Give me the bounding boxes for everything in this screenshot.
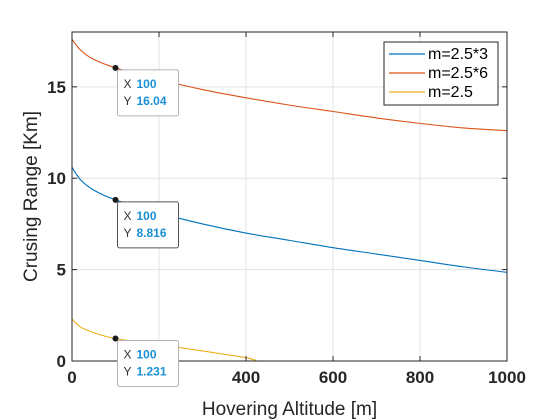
datatip-x-value: 100 xyxy=(137,348,157,362)
datatip-marker xyxy=(112,64,119,71)
legend-label: m=2.5*3 xyxy=(428,46,488,63)
x-axis-title: Hovering Altitude [m] xyxy=(202,399,377,420)
legend-item[interactable]: m=2.5*3 xyxy=(389,46,488,63)
legend[interactable]: m=2.5*3 m=2.5*6 m=2.5 xyxy=(383,41,499,106)
datatip-x-value: 100 xyxy=(137,209,157,223)
y-tick-label: 0 xyxy=(57,352,66,371)
datatip-y-value: 16.04 xyxy=(137,94,167,108)
datatip[interactable]: X 100 Y 16.04 xyxy=(112,64,179,117)
datatip-marker xyxy=(112,335,119,342)
datatip-y-label: Y xyxy=(124,365,132,379)
x-tick-label: 1000 xyxy=(488,368,526,387)
datatips: X 100 Y 16.04 X 100 Y 8.816 X 100 Y 1.231 xyxy=(112,64,179,388)
legend-label: m=2.5 xyxy=(428,84,473,101)
x-tick-label: 400 xyxy=(232,368,260,387)
y-tick-label: 5 xyxy=(57,261,66,280)
datatip-box xyxy=(117,201,179,249)
series-line-m-2-5-3 xyxy=(71,166,508,273)
datatip[interactable]: X 100 Y 1.231 xyxy=(112,335,179,388)
datatip-box xyxy=(117,340,179,388)
x-tick-label: 0 xyxy=(67,368,76,387)
x-tick-label: 800 xyxy=(406,368,434,387)
y-tick-labels: 0 5 10 15 xyxy=(47,78,66,371)
datatip[interactable]: X 100 Y 8.816 xyxy=(112,196,179,249)
datatip-y-value: 1.231 xyxy=(137,365,167,379)
plot-frame xyxy=(71,31,508,362)
datatip-x-label: X xyxy=(124,348,132,362)
datatip-marker xyxy=(112,196,119,203)
x-tick-label: 600 xyxy=(319,368,347,387)
datatip-x-value: 100 xyxy=(137,77,157,91)
y-tick-marks xyxy=(72,86,507,362)
datatip-y-label: Y xyxy=(124,226,132,240)
datatip-x-label: X xyxy=(124,209,132,223)
y-tick-label: 10 xyxy=(47,169,66,188)
y-tick-label: 15 xyxy=(47,78,66,97)
datatip-y-label: Y xyxy=(124,94,132,108)
series-line-m-2-5-6 xyxy=(71,38,508,132)
datatip-box xyxy=(117,69,179,117)
legend-label: m=2.5*6 xyxy=(428,65,488,82)
legend-item[interactable]: m=2.5 xyxy=(389,84,473,101)
datatip-x-label: X xyxy=(124,77,132,91)
legend-item[interactable]: m=2.5*6 xyxy=(389,65,488,82)
datatip-y-value: 8.816 xyxy=(137,226,167,240)
y-axis-title: Crusing Range [Km] xyxy=(21,111,42,282)
